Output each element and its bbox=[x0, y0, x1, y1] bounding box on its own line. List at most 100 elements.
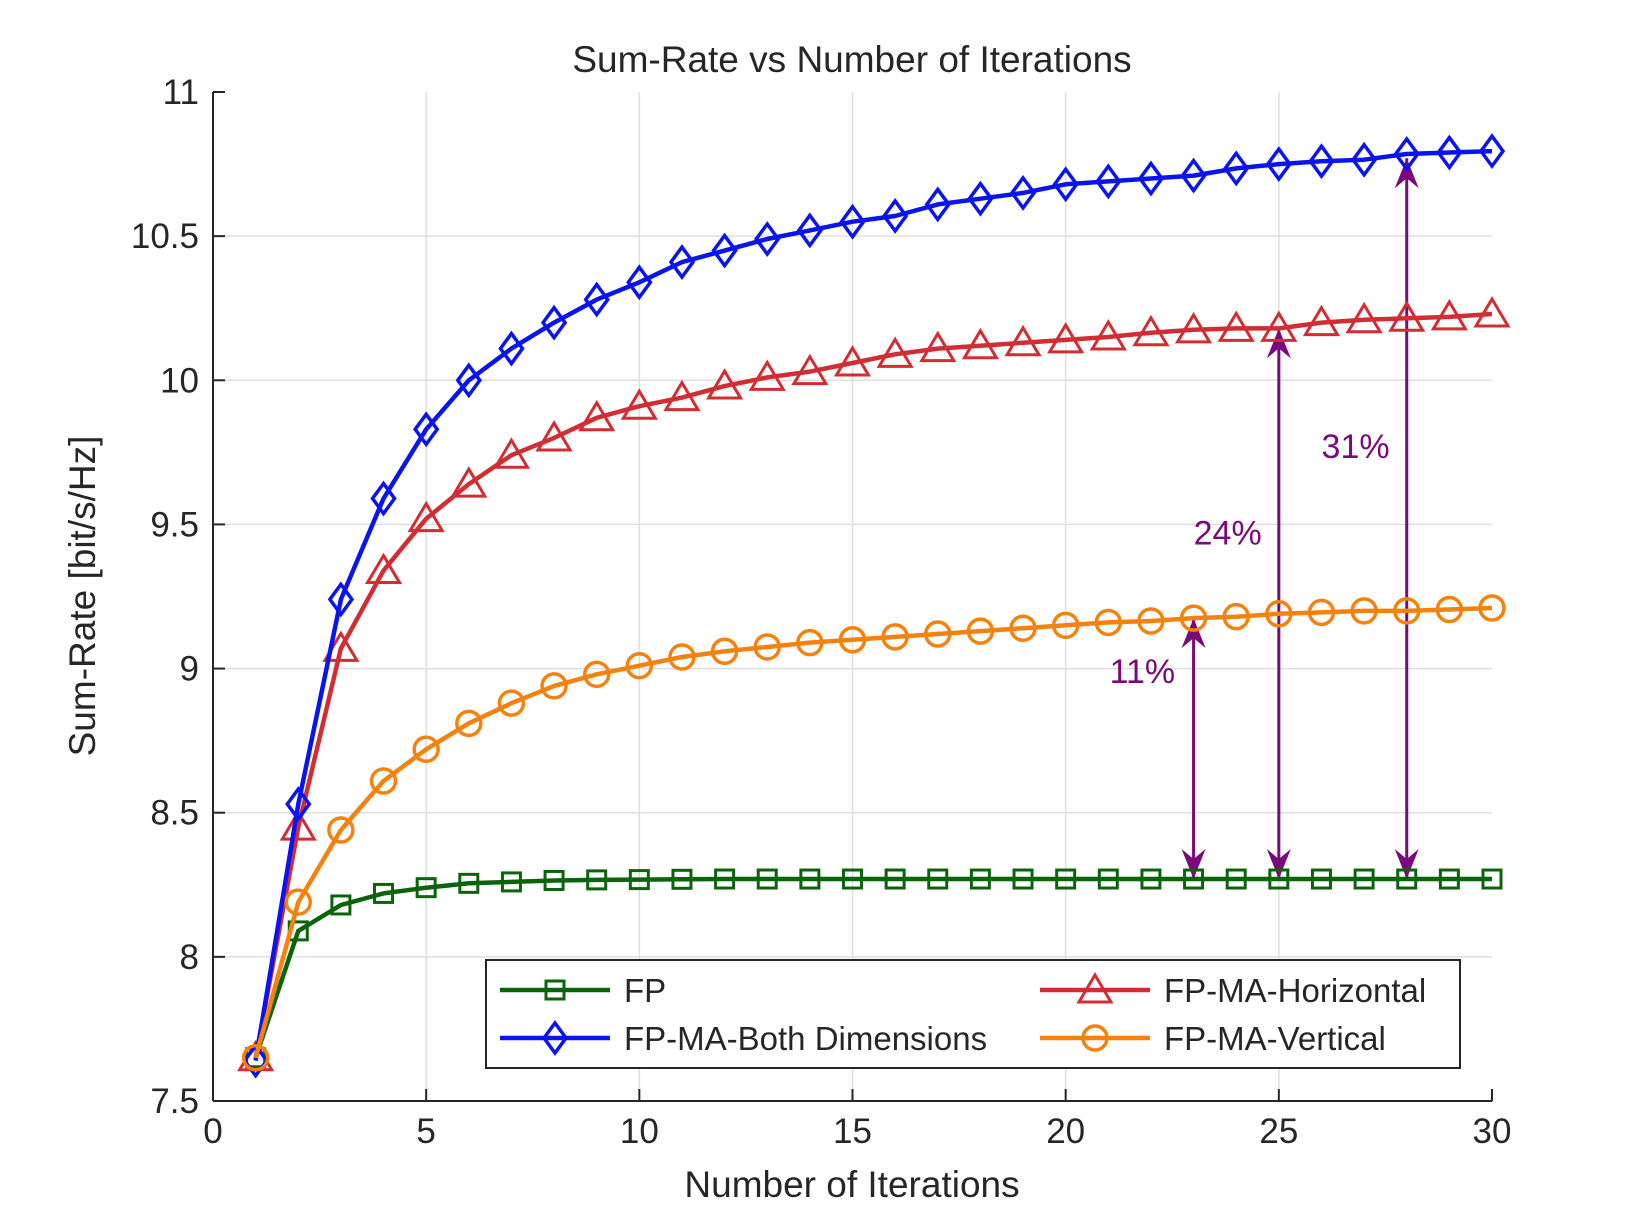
data-point bbox=[540, 304, 568, 341]
data-point bbox=[1436, 134, 1463, 171]
data-point bbox=[671, 868, 693, 890]
data-point bbox=[370, 480, 397, 517]
data-point bbox=[1052, 166, 1079, 203]
data-point bbox=[498, 330, 525, 367]
data-point bbox=[1345, 301, 1383, 334]
legend: FP FP-MA-Horizontal FP-MA-Both Dimensions F… bbox=[485, 959, 1461, 1069]
data-point bbox=[1353, 868, 1375, 890]
data-point bbox=[327, 581, 355, 618]
legend-label: FP bbox=[624, 972, 666, 1009]
data-point bbox=[628, 869, 650, 891]
data-point bbox=[714, 868, 736, 890]
data-point bbox=[1308, 143, 1335, 180]
data-point bbox=[1478, 594, 1506, 622]
data-point bbox=[919, 330, 957, 363]
x-tick-label: 25 bbox=[1259, 1112, 1298, 1151]
data-point bbox=[1179, 604, 1208, 632]
legend-box bbox=[485, 959, 1461, 1069]
data-point bbox=[330, 894, 352, 916]
data-point bbox=[626, 264, 653, 301]
annotation-arrow-head-up bbox=[1181, 618, 1206, 649]
data-point bbox=[241, 1044, 270, 1072]
series-fp-ma-both-dimensions bbox=[242, 133, 1506, 1079]
y-tick-label: 9.5 bbox=[150, 505, 199, 544]
data-point bbox=[881, 623, 909, 651]
data-point bbox=[1132, 314, 1170, 347]
data-point bbox=[407, 500, 445, 533]
data-point bbox=[625, 651, 654, 680]
data-point bbox=[1265, 600, 1293, 628]
y-tick-label: 10 bbox=[160, 361, 199, 400]
data-point bbox=[961, 327, 1000, 360]
data-point bbox=[1012, 868, 1034, 890]
series-fp-ma-horizontal bbox=[237, 296, 1511, 1072]
data-point bbox=[668, 244, 696, 281]
legend-marker bbox=[544, 979, 566, 1001]
data-point bbox=[497, 689, 526, 717]
legend-label: FP-MA-Both Dimensions bbox=[624, 1020, 987, 1057]
series-fp bbox=[245, 868, 1503, 1069]
data-point bbox=[884, 868, 906, 890]
x-tick-label: 30 bbox=[1473, 1112, 1512, 1151]
data-point bbox=[1481, 868, 1503, 890]
data-point bbox=[500, 871, 522, 893]
data-point bbox=[458, 872, 480, 894]
legend-entry: FP-MA-Vertical bbox=[1040, 1020, 1386, 1057]
data-point bbox=[578, 399, 616, 432]
legend-marker bbox=[1076, 972, 1114, 1004]
data-point bbox=[412, 735, 440, 764]
data-point bbox=[668, 643, 696, 671]
data-point bbox=[754, 221, 781, 257]
data-point bbox=[1350, 597, 1378, 625]
data-point bbox=[1310, 868, 1332, 890]
legend-label: FP-MA-Horizontal bbox=[1164, 972, 1426, 1009]
y-tick-label: 10.5 bbox=[131, 217, 199, 256]
data-point bbox=[1388, 300, 1426, 332]
annotation-arrow-head-up bbox=[1266, 328, 1291, 359]
data-point bbox=[279, 809, 317, 841]
annotation-label: 31% bbox=[1322, 428, 1390, 466]
data-point bbox=[663, 379, 701, 412]
legend-entry: FP bbox=[500, 972, 666, 1009]
data-point bbox=[753, 633, 781, 661]
annotation-arrow-head-up bbox=[1394, 158, 1419, 189]
legend-entry: FP-MA-Both Dimensions bbox=[500, 1020, 987, 1057]
series-fp-ma-vertical bbox=[241, 594, 1506, 1072]
data-point bbox=[455, 362, 482, 399]
data-point bbox=[1225, 868, 1247, 890]
data-point bbox=[1094, 608, 1123, 637]
data-point bbox=[839, 203, 866, 240]
data-point bbox=[450, 466, 488, 498]
data-point bbox=[412, 411, 440, 448]
y-tick-label: 8.5 bbox=[150, 794, 199, 833]
data-point bbox=[540, 672, 568, 700]
legend-entry: FP-MA-Horizontal bbox=[1040, 972, 1426, 1009]
data-point bbox=[327, 816, 355, 844]
data-point bbox=[455, 709, 483, 738]
data-point bbox=[1055, 868, 1077, 890]
data-point bbox=[1265, 146, 1293, 183]
data-point bbox=[881, 198, 909, 234]
data-point bbox=[1095, 163, 1122, 200]
annotation-arrow-head-down bbox=[1394, 849, 1419, 880]
annotation-arrow-head-down bbox=[1266, 849, 1291, 880]
data-point bbox=[967, 180, 994, 217]
data-point bbox=[284, 888, 313, 916]
data-point bbox=[1307, 598, 1336, 627]
data-point bbox=[1438, 868, 1460, 890]
data-point bbox=[1393, 136, 1420, 172]
data-point bbox=[1183, 868, 1205, 890]
data-point bbox=[373, 882, 395, 904]
series-line bbox=[253, 605, 1493, 1059]
data-point bbox=[966, 617, 995, 645]
data-point bbox=[796, 628, 824, 657]
data-point bbox=[1473, 296, 1511, 328]
data-point bbox=[1009, 614, 1037, 642]
data-point bbox=[1223, 150, 1250, 187]
data-point bbox=[1004, 324, 1042, 357]
data-point bbox=[1097, 868, 1119, 890]
data-point bbox=[1009, 174, 1037, 211]
data-point bbox=[543, 869, 565, 891]
data-point bbox=[1137, 607, 1165, 635]
